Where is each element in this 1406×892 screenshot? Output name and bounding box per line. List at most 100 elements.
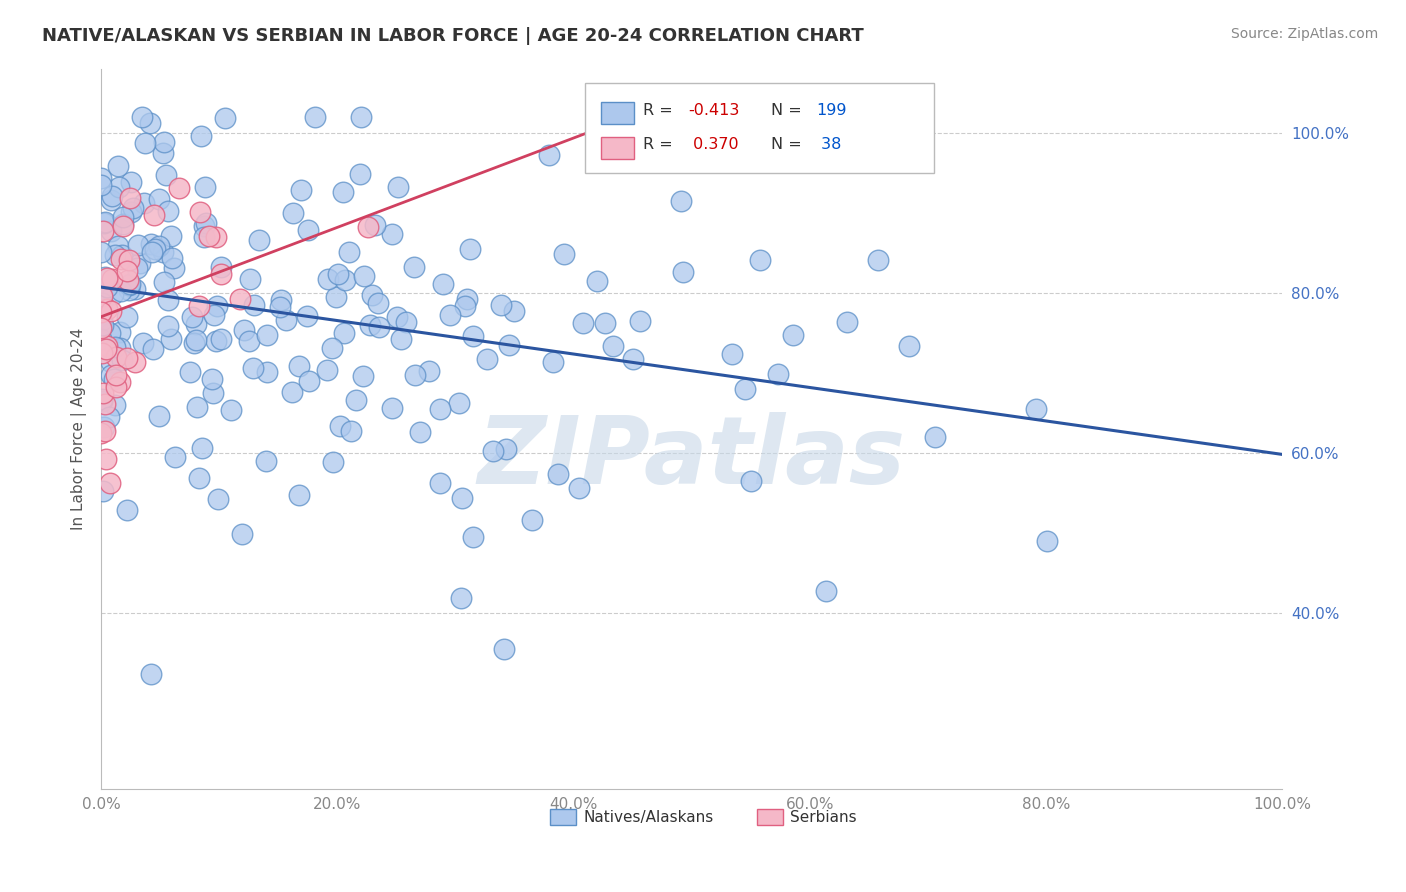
- Point: [104, 247, 127, 261]
- Point: [720, 347, 742, 361]
- Point: [276, 312, 298, 326]
- Point: [157, 203, 180, 218]
- Point: [191, 441, 214, 455]
- Y-axis label: In Labor Force | Age 20-24: In Labor Force | Age 20-24: [72, 327, 87, 530]
- Point: [454, 299, 477, 313]
- Text: R =: R =: [644, 103, 678, 118]
- Point: [108, 325, 131, 339]
- Point: [96, 339, 118, 353]
- Text: N =: N =: [770, 137, 807, 153]
- Point: [193, 230, 215, 244]
- Point: [125, 261, 148, 276]
- Point: [387, 310, 409, 324]
- Point: [572, 316, 595, 330]
- Point: [120, 204, 142, 219]
- Point: [160, 251, 183, 265]
- Point: [103, 372, 125, 386]
- Point: [105, 368, 128, 383]
- Point: [94, 342, 117, 356]
- Point: [409, 425, 432, 439]
- Point: [232, 323, 254, 337]
- Text: ZIPatlas: ZIPatlas: [478, 411, 905, 504]
- Text: Natives/Alaskans: Natives/Alaskans: [583, 810, 713, 825]
- Point: [93, 397, 115, 411]
- Point: [734, 382, 756, 396]
- Point: [96, 280, 118, 294]
- Point: [120, 175, 142, 189]
- Point: [141, 667, 163, 681]
- Point: [332, 185, 354, 199]
- Point: [672, 265, 695, 279]
- Point: [387, 180, 409, 194]
- Point: [179, 365, 201, 379]
- Point: [418, 363, 440, 377]
- Point: [104, 380, 127, 394]
- Point: [148, 238, 170, 252]
- Text: 38: 38: [815, 137, 841, 153]
- Point: [159, 333, 181, 347]
- Point: [451, 491, 474, 505]
- Text: -0.413: -0.413: [689, 103, 740, 118]
- Point: [628, 314, 651, 328]
- Point: [537, 147, 560, 161]
- Point: [118, 283, 141, 297]
- Point: [837, 315, 859, 329]
- Point: [127, 238, 149, 252]
- Point: [124, 355, 146, 369]
- Point: [553, 247, 575, 261]
- Bar: [550, 809, 576, 825]
- Point: [100, 224, 122, 238]
- Point: [91, 385, 114, 400]
- Point: [124, 282, 146, 296]
- Point: [349, 110, 371, 124]
- Point: [112, 219, 135, 233]
- Point: [432, 277, 454, 292]
- Point: [495, 442, 517, 456]
- Point: [145, 242, 167, 256]
- Point: [108, 375, 131, 389]
- Point: [104, 350, 127, 364]
- Point: [477, 352, 499, 367]
- Point: [118, 191, 141, 205]
- Point: [90, 392, 112, 407]
- Point: [547, 467, 569, 481]
- Point: [316, 362, 339, 376]
- Point: [494, 642, 516, 657]
- Point: [281, 385, 304, 400]
- Point: [304, 110, 326, 124]
- Text: R =: R =: [644, 137, 678, 153]
- Point: [337, 245, 360, 260]
- Point: [110, 252, 132, 267]
- Point: [94, 452, 117, 467]
- Text: 199: 199: [815, 103, 846, 118]
- Point: [269, 300, 291, 314]
- Point: [193, 219, 215, 234]
- Point: [97, 409, 120, 424]
- Point: [93, 216, 115, 230]
- Point: [295, 310, 318, 324]
- Point: [90, 320, 112, 334]
- Point: [186, 400, 208, 414]
- Point: [93, 224, 115, 238]
- Bar: [600, 137, 634, 159]
- Point: [202, 386, 225, 401]
- Point: [209, 260, 232, 275]
- Text: Serbians: Serbians: [790, 810, 856, 825]
- Point: [897, 339, 920, 353]
- Point: [94, 215, 117, 229]
- Point: [90, 288, 112, 302]
- Point: [205, 334, 228, 348]
- Point: [349, 167, 371, 181]
- Point: [107, 159, 129, 173]
- Point: [121, 201, 143, 215]
- Point: [924, 430, 946, 444]
- Point: [242, 361, 264, 376]
- Point: [326, 267, 349, 281]
- Point: [229, 293, 252, 307]
- Point: [449, 395, 471, 409]
- Point: [498, 338, 520, 352]
- Point: [96, 301, 118, 316]
- Point: [205, 229, 228, 244]
- Point: [162, 261, 184, 276]
- Point: [157, 319, 180, 334]
